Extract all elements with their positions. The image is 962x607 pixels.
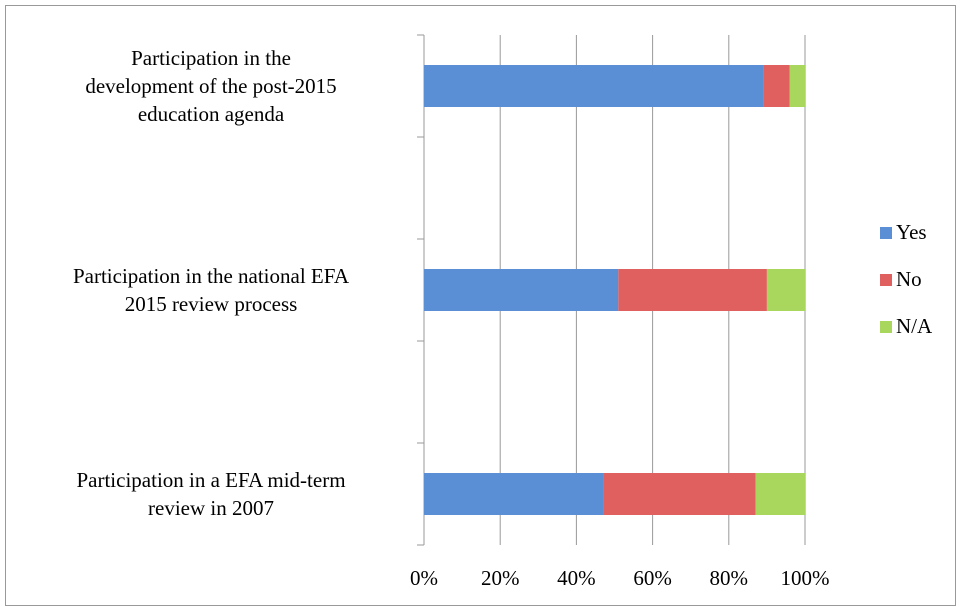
bar-segment [424,65,764,107]
bar-segment [424,269,619,311]
x-tick-label: 100% [781,566,830,590]
bar-segment [789,65,805,107]
legend-label: No [896,267,922,291]
bar-segment [603,473,756,515]
x-tick-label: 20% [481,566,520,590]
bar-segment [766,269,805,311]
x-tick-label: 80% [710,566,749,590]
bar-segment [618,269,767,311]
x-tick-label: 40% [557,566,596,590]
legend-swatch [880,227,892,239]
y-tick-label: Participation in the development of the … [85,46,337,126]
legend-swatch [880,274,892,286]
legend-label: N/A [896,314,933,338]
bar-segment [763,65,790,107]
chart-frame [5,5,956,606]
y-tick-label: Participation in a EFA mid-term review i… [76,468,346,520]
x-tick-label: 0% [410,566,438,590]
bar-segment [424,473,604,515]
bar-segment [755,473,805,515]
legend-swatch [880,321,892,333]
x-tick-label: 60% [633,566,672,590]
legend-label: Yes [896,220,927,244]
y-tick-label: Participation in the national EFA 2015 r… [72,264,350,316]
